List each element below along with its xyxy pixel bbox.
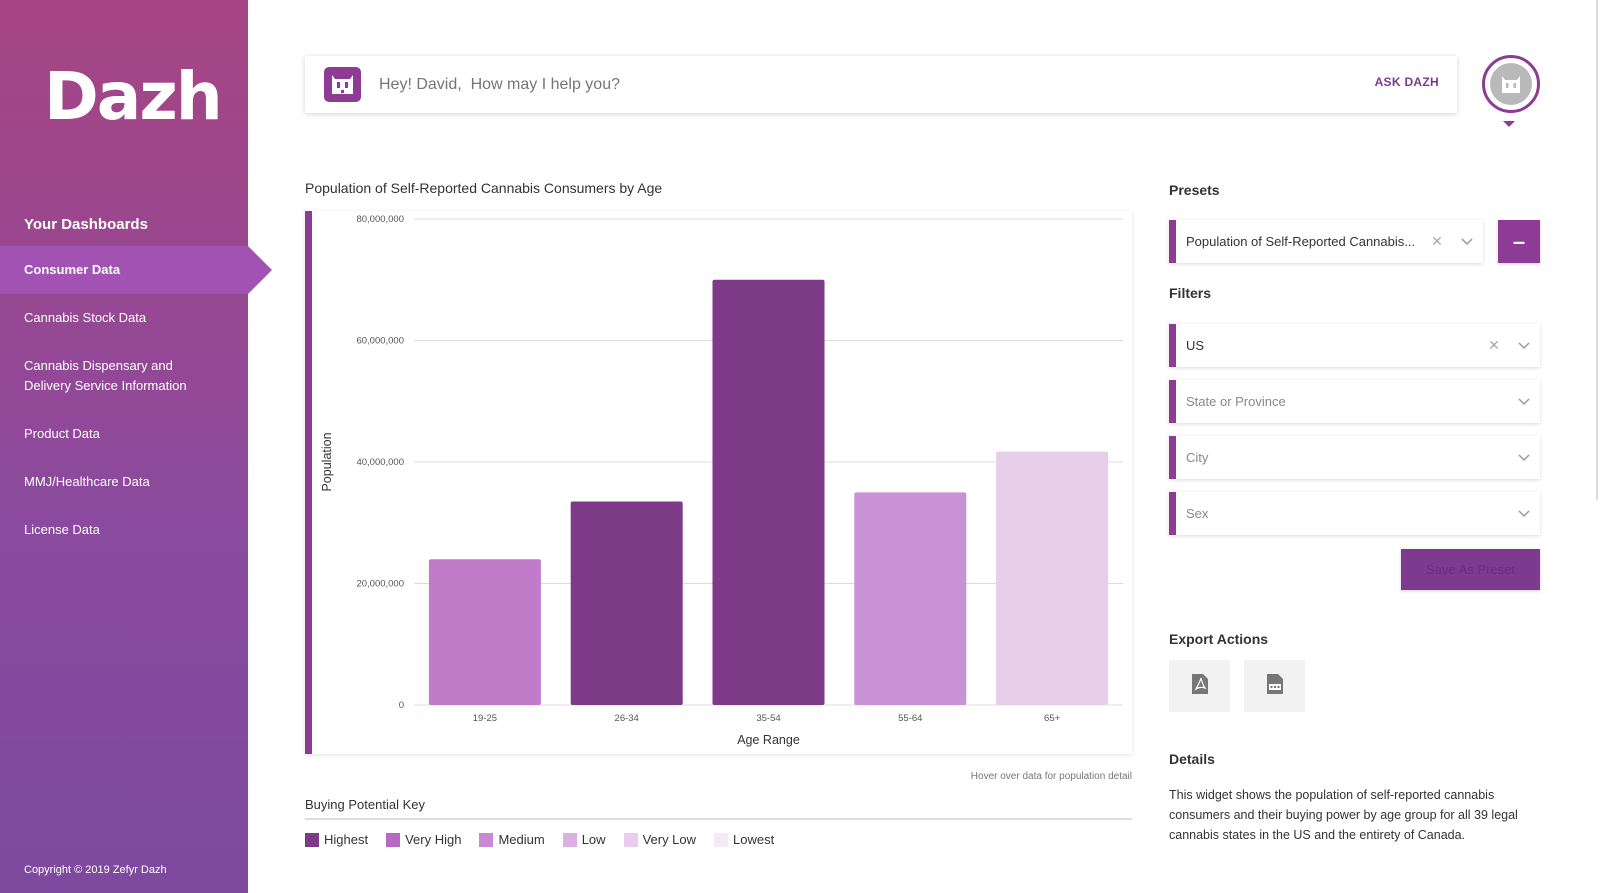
sidebar-item-license-data[interactable]: License Data [0,506,248,554]
details-text: This widget shows the population of self… [1169,788,1518,842]
search-input[interactable] [379,70,1279,100]
key-item-medium: Medium [479,832,545,847]
y-axis-label: Population [320,432,334,491]
key-item-very-low: Very Low [623,832,697,847]
hover-hint: Hover over data for population detail [970,771,1132,782]
preset-select[interactable]: Population of Self-Reported Cannabis... … [1169,220,1483,263]
key-label: Very High [405,832,462,847]
key-label: Medium [498,832,545,847]
assistant-search-bar: ASK DAZH [305,56,1457,113]
chart-container: 80,000,000 60,000,000 40,000,000 20,000,000… [305,211,1132,754]
export-pdf-button[interactable] [1169,660,1230,712]
filters-heading: Filters [1169,285,1212,301]
avatar-menu-caret-icon[interactable] [1503,121,1515,127]
key-swatch [562,832,577,847]
x-tick-label: 55-64 [898,713,922,724]
chevron-down-icon[interactable] [1451,234,1483,249]
close-icon[interactable]: ✕ [1431,233,1443,249]
sidebar-item-label: License Data [24,522,100,537]
key-item-lowest: Lowest [714,832,774,847]
dazh-bot-icon [324,67,361,102]
bar-26-34[interactable] [570,501,683,705]
chevron-down-icon[interactable] [1508,338,1540,353]
sex-placeholder: Sex [1186,506,1209,521]
y-tick-label: 0 [399,700,404,711]
key-label: Low [581,832,606,847]
bar-35-54[interactable] [712,279,825,705]
logo-text: Dazh [44,58,223,135]
key-divider [305,818,1132,820]
buying-potential-key-title: Buying Potential Key [305,797,425,812]
sex-select[interactable]: Sex [1169,492,1540,535]
sidebar-item-label: Cannabis Dispensary and Delivery Service… [24,358,187,393]
y-tick-label: 60,000,000 [356,336,404,347]
city-placeholder: City [1186,450,1209,465]
bar-19-25[interactable] [428,559,541,705]
sidebar-nav: Consumer Data Cannabis Stock Data Cannab… [0,246,272,554]
key-item-very-high: Very High [386,832,461,847]
country-select[interactable]: US ✕ [1169,324,1540,367]
x-axis-label: Age Range [737,733,800,747]
x-tick-label: 65+ [1044,713,1061,724]
state-placeholder: State or Province [1186,394,1286,409]
bar-chart: 80,000,000 60,000,000 40,000,000 20,000,000… [320,214,1123,747]
avatar-icon [1490,63,1532,105]
chevron-down-icon[interactable] [1508,394,1540,409]
pdf-icon [1191,673,1209,700]
preset-value: Population of Self-Reported Cannabis... [1186,234,1416,249]
save-as-preset-button[interactable]: Save As Preset [1401,549,1540,590]
remove-preset-button[interactable]: – [1498,220,1540,263]
key-label: Very Low [642,832,697,847]
chart-title: Population of Self-Reported Cannabis Con… [305,180,663,196]
sidebar-item-dispensary-delivery[interactable]: Cannabis Dispensary and Delivery Service… [0,342,240,410]
csv-icon [1266,673,1284,700]
key-item-low: Low [562,832,606,847]
key-swatch [714,832,729,847]
key-swatch [623,832,638,847]
sidebar-item-label: MMJ/Healthcare Data [24,474,150,489]
close-icon[interactable]: ✕ [1488,337,1500,353]
sidebar-item-cannabis-stock-data[interactable]: Cannabis Stock Data [0,294,248,342]
key-label: Lowest [733,832,775,847]
key-item-highest: Highest [305,832,368,847]
state-select[interactable]: State or Province [1169,380,1540,423]
sidebar-item-mmj-healthcare-data[interactable]: MMJ/Healthcare Data [0,458,248,506]
y-tick-label: 40,000,000 [356,457,404,468]
sidebar-item-label: Product Data [24,426,100,441]
ask-dazh-button[interactable]: ASK DAZH [1374,75,1439,89]
sidebar-item-label: Consumer Data [24,262,121,277]
chevron-down-icon[interactable] [1508,450,1540,465]
page-scrollbar[interactable] [1596,0,1598,500]
copyright: Copyright © 2019 Zefyr Dazh [24,864,167,876]
city-select[interactable]: City [1169,436,1540,479]
key-swatch [386,832,401,847]
user-avatar[interactable] [1482,55,1540,113]
sidebar-item-label: Cannabis Stock Data [24,310,147,325]
buying-potential-key: Highest Very High Medium Low Very Low Lo… [305,832,774,847]
x-tick-label: 26-34 [615,713,639,724]
chevron-down-icon[interactable] [1508,506,1540,521]
presets-heading: Presets [1169,182,1220,198]
bar-65+[interactable] [996,451,1109,705]
sidebar: Dazh Your Dashboards Consumer Data Canna… [0,0,272,893]
key-swatch [479,832,494,847]
sidebar-item-consumer-data[interactable]: Consumer Data [0,246,272,294]
country-value: US [1186,338,1205,353]
dashboards-heading: Your Dashboards [24,216,148,233]
sidebar-item-product-data[interactable]: Product Data [0,410,248,458]
dazh-logo[interactable]: Dazh [44,52,223,142]
key-label: Highest [324,832,369,847]
export-csv-button[interactable] [1244,660,1305,712]
key-swatch [305,832,319,847]
y-tick-label: 20,000,000 [356,579,404,590]
export-actions-heading: Export Actions [1169,631,1269,647]
details-heading: Details [1169,751,1215,767]
y-tick-label: 80,000,000 [356,214,404,225]
x-tick-label: 35-54 [756,713,780,724]
x-tick-label: 19-25 [473,713,497,724]
bar-55-64[interactable] [854,492,967,705]
